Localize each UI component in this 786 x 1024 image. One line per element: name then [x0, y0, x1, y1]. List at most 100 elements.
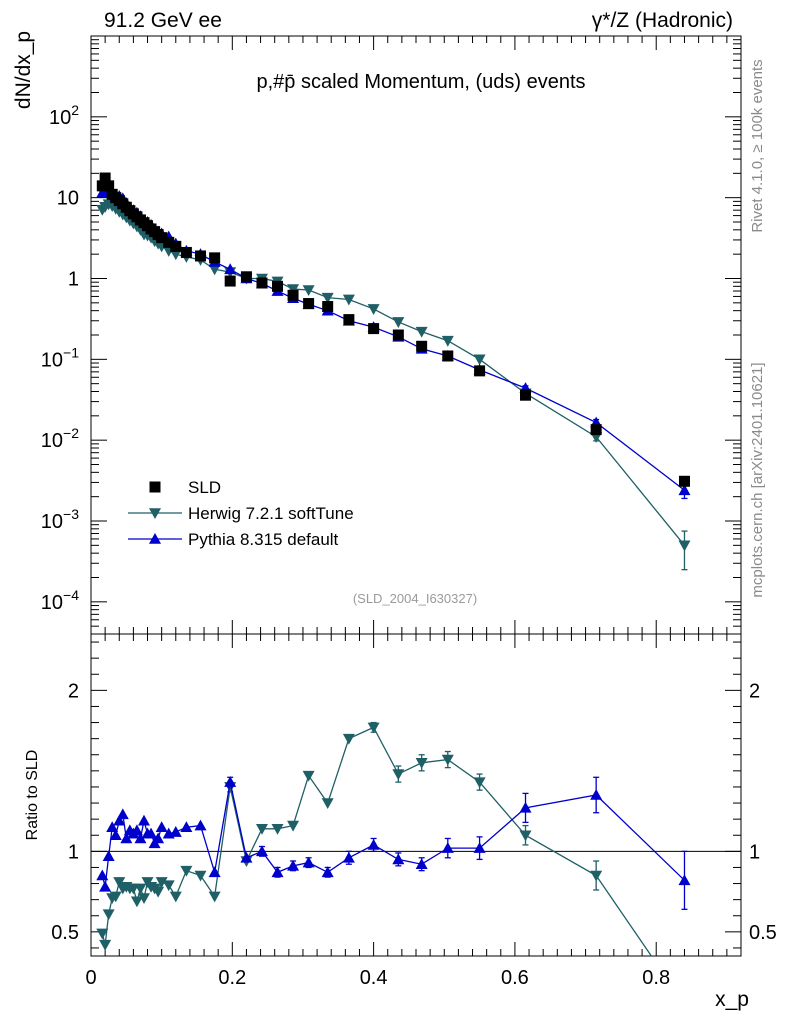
- ratio-herwig-7-2-1-softtune-point: [441, 754, 454, 766]
- main-sld-point: [180, 246, 192, 258]
- ratio-herwig-7-2-1-softtune-point: [99, 939, 112, 951]
- ratio-pythia-8-315-default-point: [137, 814, 150, 826]
- main-sld-point: [163, 236, 175, 248]
- main-sld-point: [590, 424, 602, 436]
- x-tick-label: 0.6: [501, 967, 529, 989]
- main-sld-point: [343, 314, 355, 326]
- main-sld-point: [474, 365, 486, 377]
- legend-marker-pythia-8-315-default: [149, 533, 161, 544]
- main-herwig-7-2-1-softtune-point: [415, 326, 428, 338]
- ratio-pythia-8-315-default-point: [134, 832, 147, 844]
- ratio-herwig-7-2-1-softtune-point: [134, 883, 147, 895]
- legend-marker-sld: [149, 481, 161, 493]
- ratio-pythia-8-315-default-point: [415, 858, 428, 870]
- y-tick-label: 10−3: [41, 506, 79, 533]
- ratio-pythia-8-315-default-point: [145, 827, 158, 839]
- ratio-herwig-7-2-1-softtune-line: [101, 726, 653, 956]
- main-sld-point: [209, 252, 221, 264]
- ratio-herwig-7-2-1-softtune-series: [96, 721, 653, 956]
- header-right: γ*/Z (Hadronic): [592, 9, 733, 32]
- y-tick-label: 102: [49, 102, 79, 129]
- main-sld-point: [156, 232, 168, 244]
- y-tick-label: 10−4: [41, 587, 79, 614]
- ratio-herwig-7-2-1-softtune-point: [130, 896, 143, 908]
- ratio-herwig-7-2-1-softtune-point: [255, 824, 268, 835]
- ratio-pythia-8-315-default-point: [441, 842, 454, 853]
- main-herwig-7-2-1-softtune-point: [441, 335, 454, 347]
- ratio-pythia-8-315-default-point: [208, 866, 221, 878]
- ratio-herwig-7-2-1-softtune-point: [392, 769, 405, 781]
- ratio-herwig-7-2-1-softtune-point: [590, 870, 603, 882]
- main-sld-point: [303, 298, 315, 310]
- ratio-herwig-7-2-1-softtune-point: [169, 891, 182, 903]
- main-sld-point: [520, 389, 532, 401]
- watermark: (SLD_2004_I630327): [353, 591, 477, 606]
- main-herwig-7-2-1-softtune-point: [208, 264, 221, 276]
- main-herwig-7-2-1-softtune-point: [342, 294, 355, 306]
- main-ylabel: dN/dx_p: [12, 31, 35, 109]
- ratio-pythia-8-315-default-point: [321, 866, 334, 878]
- ratio-herwig-7-2-1-softtune-point: [367, 722, 380, 734]
- ratio-pythia-8-315-default-point: [152, 832, 165, 844]
- main-title: p,#p̄ scaled Momentum, (uds) events: [256, 71, 585, 93]
- main-sld-series: [96, 172, 690, 487]
- main-sld-point: [99, 172, 111, 184]
- ratio-y-tick-label-right: 2: [749, 680, 760, 702]
- legend-label-herwig-7-2-1-softtune: Herwig 7.2.1 softTune: [188, 504, 354, 523]
- main-herwig-7-2-1-softtune-point: [473, 354, 486, 366]
- main-sld-point: [96, 180, 108, 192]
- ratio-herwig-7-2-1-softtune-point: [113, 877, 126, 888]
- ratio-herwig-7-2-1-softtune-point: [302, 770, 315, 782]
- main-sld-point: [322, 301, 334, 313]
- ratio-pythia-8-315-default-point: [96, 869, 109, 881]
- ratio-pythia-8-315-default-point: [255, 845, 268, 857]
- main-sld-point: [103, 180, 115, 192]
- main-herwig-7-2-1-softtune-point: [367, 304, 380, 315]
- ratio-ylabel: Ratio to SLD: [24, 750, 41, 841]
- legend-marker-herwig-7-2-1-softtune: [149, 508, 161, 519]
- main-pythia-8-315-default-point: [678, 484, 691, 496]
- ratio-pythia-8-315-default-point: [130, 824, 143, 836]
- ratio-pythia-8-315-default-point: [102, 850, 115, 861]
- main-sld-point: [224, 275, 236, 287]
- ratio-pythia-8-315-default-point: [392, 853, 405, 865]
- y-tick-label: 10−2: [41, 425, 79, 452]
- ratio-herwig-7-2-1-softtune-point: [162, 880, 175, 892]
- ratio-pythia-8-315-default-point: [99, 880, 112, 892]
- y-tick-label: 10: [57, 188, 79, 210]
- ratio-herwig-7-2-1-softtune-point: [180, 865, 193, 877]
- ratio-pythia-8-315-default-point: [155, 821, 168, 832]
- ratio-pythia-8-315-default-point: [169, 826, 182, 837]
- main-sld-point: [170, 240, 182, 252]
- ratio-pythia-8-315-default-point: [473, 842, 486, 853]
- main-herwig-7-2-1-softtune-point: [321, 292, 334, 304]
- main-herwig-7-2-1-softtune-point: [678, 540, 691, 552]
- ratio-herwig-7-2-1-softtune-point: [102, 909, 115, 921]
- ratio-y-tick-label-left: 2: [68, 680, 79, 702]
- ratio-pythia-8-315-default-point: [519, 801, 532, 813]
- ratio-pythia-8-315-default-point: [116, 808, 129, 820]
- ratio-pythia-8-315-default-point: [113, 814, 126, 826]
- ratio-pythia-8-315-default-point: [240, 851, 253, 863]
- main-herwig-7-2-1-softtune-point: [169, 249, 182, 261]
- main-plot-panel: 10−4 10−3 10−2 10−1 1 10 102: [41, 35, 742, 635]
- ratio-herwig-7-2-1-softtune-point: [473, 777, 486, 789]
- main-sld-point: [442, 350, 454, 362]
- main-sld-point: [256, 277, 268, 289]
- ratio-y-tick-label-right: 0.5: [749, 922, 777, 944]
- ratio-herwig-7-2-1-softtune-point: [415, 758, 428, 769]
- ratio-pythia-8-315-default-point: [194, 819, 207, 831]
- ratio-y-tick-label-right: 1: [749, 841, 760, 863]
- ratio-pythia-8-315-default-series: [96, 776, 691, 910]
- main-sld-point: [416, 340, 428, 352]
- ratio-herwig-7-2-1-softtune-point: [208, 891, 221, 903]
- y-tick-label: 10−1: [41, 344, 79, 371]
- ratio-pythia-8-315-default-point: [287, 859, 300, 871]
- ratio-pythia-8-315-default-point: [590, 789, 603, 800]
- x-tick-label: 0.8: [642, 967, 670, 989]
- header-left: 91.2 GeV ee: [104, 9, 222, 32]
- ratio-pythia-8-315-default-point: [180, 821, 193, 832]
- ratio-plot-panel: 0 0.2 0.4 0.6 0.8 0.5 0.5 1 1 2 2: [51, 633, 777, 989]
- ratio-herwig-7-2-1-softtune-point: [96, 928, 109, 940]
- ratio-herwig-7-2-1-softtune-point: [152, 886, 165, 898]
